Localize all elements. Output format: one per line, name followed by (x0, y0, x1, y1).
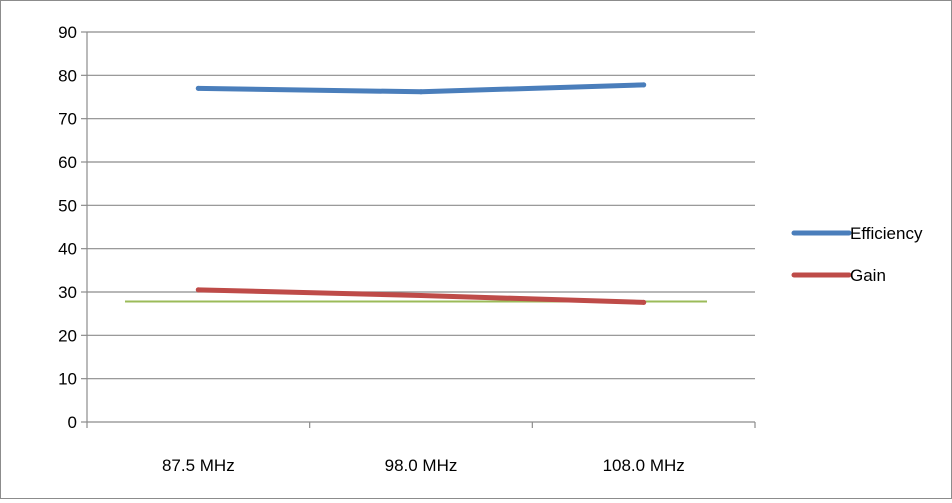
legend-label-efficiency: Efficiency (850, 224, 923, 243)
x-tick-labels: 87.5 MHz 98.0 MHz 108.0 MHz (162, 456, 685, 475)
data-point-efficiency (641, 82, 647, 88)
x-tick-label: 98.0 MHz (385, 456, 458, 475)
y-tick-label: 10 (58, 370, 77, 389)
x-tick-label: 108.0 MHz (603, 456, 685, 475)
series-lines (125, 82, 707, 305)
y-tick-label: 70 (58, 110, 77, 129)
y-tick-label: 30 (58, 283, 77, 302)
y-tick-label: 80 (58, 66, 77, 85)
axes (81, 31, 756, 428)
legend-label-gain: Gain (850, 266, 886, 285)
y-tick-label: 90 (58, 23, 77, 42)
y-tick-label: 60 (58, 153, 77, 172)
data-point-gain (641, 299, 647, 305)
grid-lines (87, 31, 755, 380)
data-point-gain (418, 292, 424, 298)
data-point-efficiency (195, 85, 201, 91)
x-tick-label: 87.5 MHz (162, 456, 235, 475)
y-tick-label: 0 (68, 413, 77, 432)
y-tick-label: 40 (58, 240, 77, 259)
legend: Efficiency Gain (791, 224, 923, 285)
y-tick-label: 50 (58, 196, 77, 215)
y-tick-label: 20 (58, 326, 77, 345)
y-tick-labels: 0 10 20 30 40 50 60 70 80 90 (58, 23, 77, 432)
data-point-efficiency (418, 89, 424, 95)
data-point-gain (195, 287, 201, 293)
